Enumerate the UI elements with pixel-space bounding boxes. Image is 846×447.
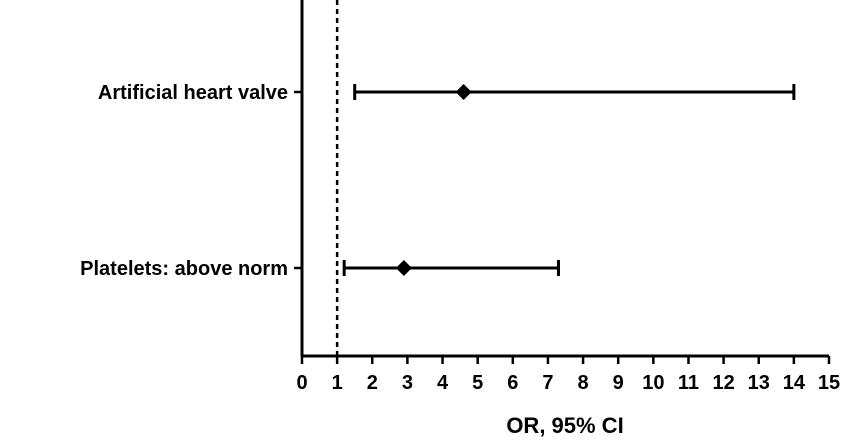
- forest-rows: Artificial heart valve Platelets: above n…: [80, 82, 796, 280]
- row-label: Platelets: above norm: [80, 258, 288, 280]
- x-tick-label: 3: [402, 372, 413, 394]
- x-tick-label: 10: [642, 372, 664, 394]
- or-point-marker: [455, 84, 472, 100]
- or-point-marker: [395, 260, 412, 276]
- x-tick-label: 15: [818, 372, 840, 394]
- x-tick-label: 5: [472, 372, 483, 394]
- x-axis-ticks: 0 1 2 3 4 5 6 7 8 9 10 11 12 13 14 15: [296, 356, 840, 394]
- x-tick-label: 11: [678, 372, 699, 394]
- x-tick-label: 12: [712, 372, 734, 394]
- forest-row: Artificial heart valve: [98, 82, 796, 104]
- row-label: Artificial heart valve: [98, 82, 288, 104]
- x-tick-label: 1: [332, 372, 343, 394]
- x-tick-label: 14: [783, 372, 806, 394]
- x-tick-label: 0: [296, 372, 307, 394]
- x-tick-label: 7: [542, 372, 553, 394]
- x-tick-label: 6: [507, 372, 518, 394]
- x-tick-label: 8: [578, 372, 589, 394]
- x-tick-label: 9: [613, 372, 624, 394]
- forest-row: Platelets: above norm: [80, 258, 560, 280]
- x-axis-title: OR, 95% CI: [506, 413, 623, 438]
- x-tick-label: 2: [367, 372, 378, 394]
- x-tick-label: 4: [437, 372, 449, 394]
- x-tick-label: 13: [748, 372, 770, 394]
